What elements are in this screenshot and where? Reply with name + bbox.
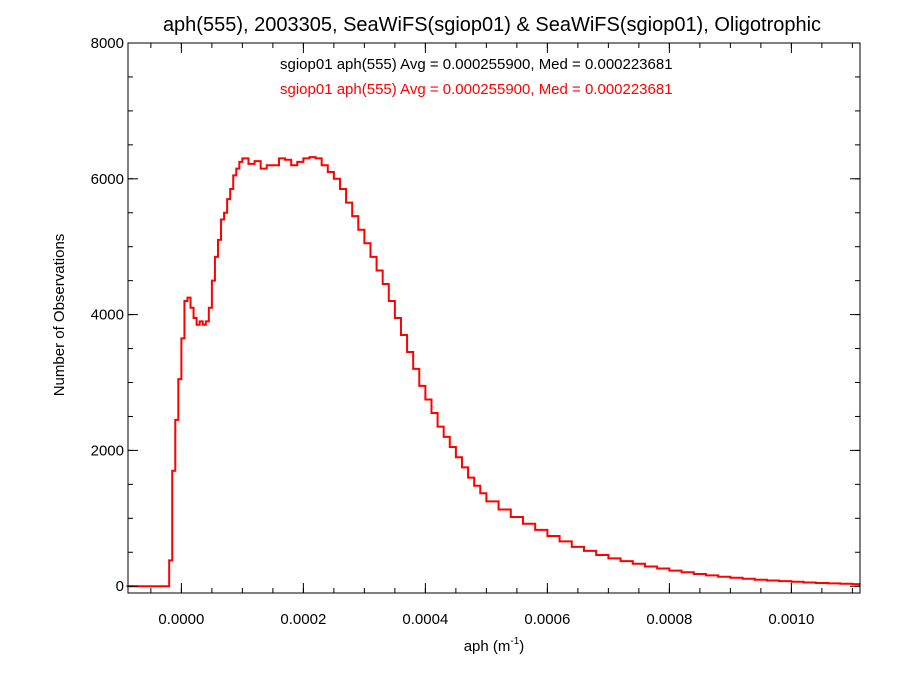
legend-entry-2: sgiop01 aph(555) Avg = 0.000255900, Med …	[280, 81, 673, 98]
series-line-1	[126, 156, 861, 588]
x-axis-label-close: )	[519, 638, 524, 655]
x-axis-label: aph (m-1)	[464, 636, 525, 655]
plot-layer: 0.0000 0.0002 0.0004 0.0006 0.0008 0.0010 0 200…	[91, 35, 861, 628]
x-tick-label: 0.0004	[402, 611, 448, 628]
plot-frame	[127, 42, 861, 594]
x-tick-label: 0.0002	[280, 611, 326, 628]
y-tick-label: 8000	[91, 35, 124, 52]
y-tick-label: 2000	[91, 442, 124, 459]
x-tick-label: 0.0006	[524, 611, 570, 628]
y-tick-label: 4000	[91, 307, 124, 324]
y-tick-label: 6000	[91, 171, 124, 188]
y-tick-label: 0	[116, 578, 124, 595]
x-tick-label: 0.0010	[768, 611, 814, 628]
x-tick-label: 0.0000	[158, 611, 204, 628]
legend: sgiop01 aph(555) Avg = 0.000255900, Med …	[280, 56, 673, 98]
x-tick-label: 0.0008	[646, 611, 692, 628]
y-axis-label: Number of Observations	[51, 234, 68, 397]
x-axis-label-main: aph (m	[464, 638, 511, 655]
legend-entry-1: sgiop01 aph(555) Avg = 0.000255900, Med …	[280, 56, 673, 73]
x-axis-label-sup: -1	[510, 636, 519, 647]
chart-title: aph(555), 2003305, SeaWiFS(sgiop01) & Se…	[163, 14, 821, 36]
